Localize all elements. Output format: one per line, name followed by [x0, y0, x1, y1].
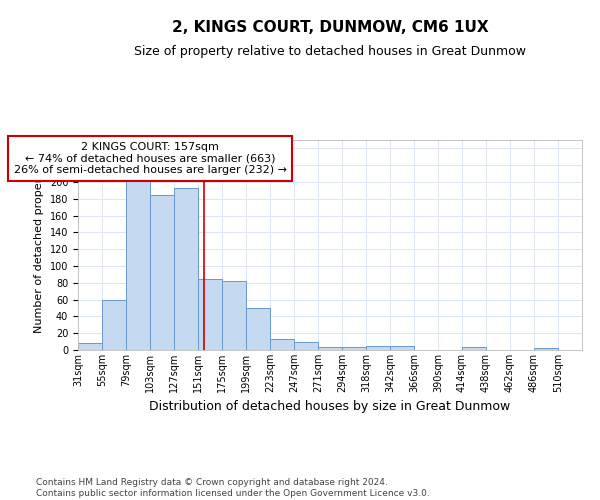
Bar	[318, 346, 342, 350]
Text: Size of property relative to detached houses in Great Dunmow: Size of property relative to detached ho…	[134, 45, 526, 58]
X-axis label: Distribution of detached houses by size in Great Dunmow: Distribution of detached houses by size …	[149, 400, 511, 413]
Bar	[390, 346, 414, 350]
Bar	[222, 281, 246, 350]
Bar	[174, 188, 198, 350]
Bar	[366, 346, 390, 350]
Bar	[126, 181, 150, 350]
Bar	[270, 339, 294, 350]
Text: Contains HM Land Registry data © Crown copyright and database right 2024.
Contai: Contains HM Land Registry data © Crown c…	[36, 478, 430, 498]
Bar	[246, 308, 270, 350]
Bar	[150, 194, 174, 350]
Bar	[342, 346, 366, 350]
Y-axis label: Number of detached properties: Number of detached properties	[34, 158, 44, 332]
Bar	[78, 344, 102, 350]
Bar	[198, 280, 222, 350]
Bar	[462, 348, 486, 350]
Text: 2 KINGS COURT: 157sqm
← 74% of detached houses are smaller (663)
26% of semi-det: 2 KINGS COURT: 157sqm ← 74% of detached …	[14, 142, 287, 175]
Bar	[534, 348, 558, 350]
Text: 2, KINGS COURT, DUNMOW, CM6 1UX: 2, KINGS COURT, DUNMOW, CM6 1UX	[172, 20, 488, 35]
Bar	[294, 342, 318, 350]
Bar	[102, 300, 126, 350]
